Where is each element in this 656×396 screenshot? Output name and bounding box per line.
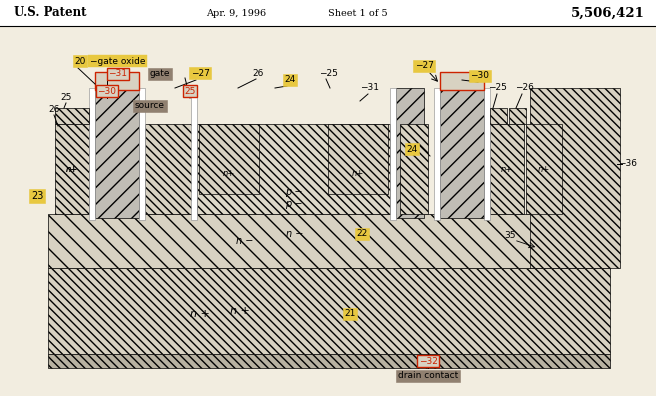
Text: −gate oxide: −gate oxide bbox=[90, 57, 146, 65]
Text: gate: gate bbox=[150, 70, 171, 78]
Bar bbox=[440, 88, 484, 218]
Text: n+: n+ bbox=[538, 164, 550, 173]
Text: Apr. 9, 1996: Apr. 9, 1996 bbox=[206, 8, 266, 17]
Text: U.S. Patent: U.S. Patent bbox=[14, 6, 87, 19]
Text: 21: 21 bbox=[344, 310, 356, 318]
Text: −36: −36 bbox=[618, 160, 637, 169]
Text: 22: 22 bbox=[356, 230, 367, 238]
Text: −32: −32 bbox=[419, 356, 438, 366]
Text: n+: n+ bbox=[66, 164, 78, 173]
Bar bbox=[509, 108, 526, 124]
Bar bbox=[390, 88, 396, 220]
Bar bbox=[55, 108, 89, 124]
Text: 26: 26 bbox=[49, 105, 60, 114]
Bar bbox=[530, 88, 620, 268]
Text: n −: n − bbox=[236, 236, 254, 246]
Text: n +: n + bbox=[230, 306, 250, 316]
Text: n+: n+ bbox=[352, 169, 364, 179]
Text: 25: 25 bbox=[184, 86, 195, 95]
Text: n+: n+ bbox=[501, 164, 513, 173]
Text: n+: n+ bbox=[66, 164, 78, 173]
Text: −27: −27 bbox=[190, 69, 209, 78]
Bar bbox=[400, 124, 428, 214]
Bar bbox=[48, 354, 610, 368]
Text: n+: n+ bbox=[223, 169, 235, 179]
Text: 35: 35 bbox=[504, 232, 516, 240]
Text: −27: −27 bbox=[415, 61, 434, 70]
Text: p −: p − bbox=[285, 187, 302, 197]
Text: −30: −30 bbox=[98, 86, 117, 95]
Text: Sheet 1 of 5: Sheet 1 of 5 bbox=[328, 8, 388, 17]
Bar bbox=[490, 108, 507, 124]
Bar bbox=[145, 124, 197, 214]
Text: source: source bbox=[135, 101, 165, 110]
Text: 26: 26 bbox=[253, 69, 264, 78]
Text: −25: −25 bbox=[319, 69, 337, 78]
Text: 20: 20 bbox=[74, 57, 86, 65]
Bar bbox=[199, 124, 259, 194]
Bar bbox=[48, 268, 610, 354]
Bar bbox=[396, 88, 424, 218]
Text: n −: n − bbox=[286, 229, 304, 239]
Bar bbox=[0, 0, 656, 26]
Text: −26: −26 bbox=[514, 84, 533, 93]
Bar bbox=[48, 214, 610, 268]
Bar bbox=[191, 88, 197, 220]
Bar bbox=[526, 124, 562, 214]
Text: 23: 23 bbox=[31, 191, 43, 201]
Text: −31: −31 bbox=[361, 84, 380, 93]
Text: 24: 24 bbox=[406, 145, 418, 154]
Bar bbox=[139, 88, 145, 220]
Text: n +: n + bbox=[190, 309, 210, 319]
Bar bbox=[328, 124, 388, 194]
Bar bbox=[55, 124, 89, 214]
Bar bbox=[95, 88, 139, 218]
Bar bbox=[89, 88, 95, 220]
Bar bbox=[197, 124, 390, 214]
Text: −30: −30 bbox=[470, 72, 489, 80]
Bar bbox=[440, 72, 484, 90]
Bar bbox=[434, 88, 440, 220]
Bar bbox=[490, 124, 524, 214]
Text: −31: −31 bbox=[108, 70, 127, 78]
Text: 25: 25 bbox=[60, 93, 72, 103]
Bar bbox=[95, 72, 139, 90]
Text: −25: −25 bbox=[487, 84, 506, 93]
Bar bbox=[484, 88, 490, 220]
Text: p −: p − bbox=[285, 199, 302, 209]
Text: 24: 24 bbox=[284, 76, 296, 84]
Text: drain contact: drain contact bbox=[398, 371, 458, 381]
Text: 5,506,421: 5,506,421 bbox=[571, 6, 645, 19]
